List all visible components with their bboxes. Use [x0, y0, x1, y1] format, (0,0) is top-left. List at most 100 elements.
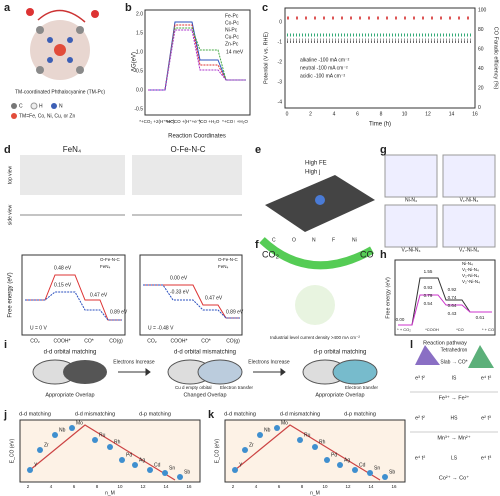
- tick-label: 2: [309, 111, 312, 117]
- shape: [11, 113, 17, 119]
- label: 0.64: [448, 303, 457, 308]
- label: e⁴ t³: [481, 454, 491, 461]
- label: IS: [452, 375, 457, 381]
- plot-b: [144, 9, 251, 116]
- legend-entry: Co-Pc: [225, 20, 239, 26]
- shape: [91, 10, 99, 18]
- point: [312, 444, 318, 450]
- label: 0.54: [424, 301, 433, 306]
- point: [132, 462, 138, 468]
- label: e⁴ t²: [415, 454, 425, 461]
- label: 0.74: [448, 295, 457, 300]
- label: Ni-N₄: [405, 197, 417, 203]
- shape: [67, 57, 73, 63]
- label: 0.47 eV: [205, 295, 223, 301]
- shape: [315, 195, 325, 205]
- tick-label: COOH*: [171, 338, 188, 344]
- legend-entry: O-Fe-N-C: [218, 257, 238, 262]
- tick-label: 12: [140, 484, 146, 489]
- label: TM-coordinated Phthalocyanine (TM-Pc): [15, 89, 105, 95]
- label: Electrons Increase: [113, 359, 155, 365]
- label: Electron transfer: [220, 385, 254, 390]
- axis-label: Free energy (eV): [8, 272, 14, 317]
- point: [27, 467, 33, 473]
- label: side view: [7, 204, 13, 225]
- panel-label: j: [3, 409, 7, 421]
- shape: [30, 102, 38, 110]
- label: Pd: [331, 452, 337, 458]
- shape: [118, 368, 286, 376]
- label: Appropriate Overlap: [45, 392, 94, 398]
- label: e⁴ t²: [481, 374, 491, 381]
- shape: [76, 26, 84, 34]
- panel-label: h: [380, 249, 387, 261]
- tick-label: 80: [478, 27, 484, 33]
- tick-label: 14: [163, 484, 169, 489]
- label: LS: [451, 455, 458, 461]
- label: C: [19, 103, 23, 109]
- label: 0.79: [424, 293, 433, 298]
- panel-label: k: [208, 409, 215, 421]
- label: Sn: [374, 465, 380, 471]
- tick-label: 40: [478, 66, 484, 72]
- tick-label: 14: [449, 111, 455, 117]
- tick-label: -1: [278, 39, 283, 45]
- label: 1.55: [424, 269, 433, 274]
- label: Co²⁺ → Co⁺: [439, 474, 469, 481]
- point: [52, 432, 58, 438]
- shape: [148, 29, 246, 91]
- shape: [143, 284, 240, 319]
- label: 0.92: [448, 287, 457, 292]
- label: 0.43: [448, 311, 457, 316]
- label: Cu d empty orbital: [175, 385, 212, 390]
- tick-label: 20: [478, 85, 484, 91]
- tick-label: * + CO₂: [397, 327, 411, 332]
- label: Changed Overlap: [183, 392, 226, 398]
- shape: [132, 155, 242, 195]
- tick-label: 1.5: [136, 30, 143, 36]
- point: [69, 425, 75, 431]
- panel-label: d: [4, 144, 11, 156]
- shape: [76, 66, 84, 74]
- tick-label: 1.0: [136, 49, 143, 55]
- panel-label: c: [262, 2, 268, 14]
- label: O-Fe-N-C: [170, 145, 205, 154]
- label: e² t²: [415, 415, 425, 421]
- legend-entry: V₂-Ni-N₄: [462, 273, 479, 278]
- tick-label: 16: [391, 484, 397, 489]
- tick-label: *HOCO +(H⁺+e⁻): [165, 119, 201, 124]
- legend-entry: Zn-Pc: [225, 41, 239, 47]
- legend-entry: Fe-Pc: [225, 13, 239, 19]
- label: Ru: [99, 432, 106, 438]
- label: e² t³: [481, 415, 491, 421]
- label: Mn³⁺ → Mn²⁺: [437, 434, 470, 441]
- label: 0.47 eV: [90, 292, 108, 298]
- legend-entry: FeN₄: [218, 264, 229, 269]
- label: d-d mismatching: [280, 411, 320, 417]
- plot-d: [20, 155, 243, 336]
- label: C: [272, 237, 276, 243]
- panel-label: a: [4, 2, 11, 14]
- label: High FE: [305, 161, 327, 167]
- shape: [295, 285, 335, 325]
- label: d-p orbital matching: [314, 350, 367, 356]
- tick-label: CO*: [201, 338, 211, 344]
- shape: [47, 57, 53, 63]
- legend-entry: alkaline -100 mA cm⁻²: [300, 57, 350, 63]
- shape: [139, 254, 243, 336]
- point: [107, 444, 113, 450]
- tick-label: 0.5: [136, 68, 143, 74]
- axis-label: Potential (V vs. RHE): [263, 32, 269, 84]
- tick-label: 4: [255, 484, 258, 489]
- panel-label: g: [380, 144, 387, 156]
- axis-label: Reaction pathway: [423, 340, 467, 346]
- shape: [29, 424, 381, 481]
- label: High j: [305, 170, 320, 176]
- label: 0.89 eV: [226, 309, 244, 315]
- label: 0.00: [396, 317, 405, 322]
- label: Zr: [44, 442, 49, 448]
- legend-entry: V₁-Ni-N₄: [462, 267, 479, 272]
- legend-entry: Ni-Pc: [225, 27, 238, 33]
- label: V₁-Ni-N₄: [460, 197, 479, 203]
- point: [162, 470, 168, 476]
